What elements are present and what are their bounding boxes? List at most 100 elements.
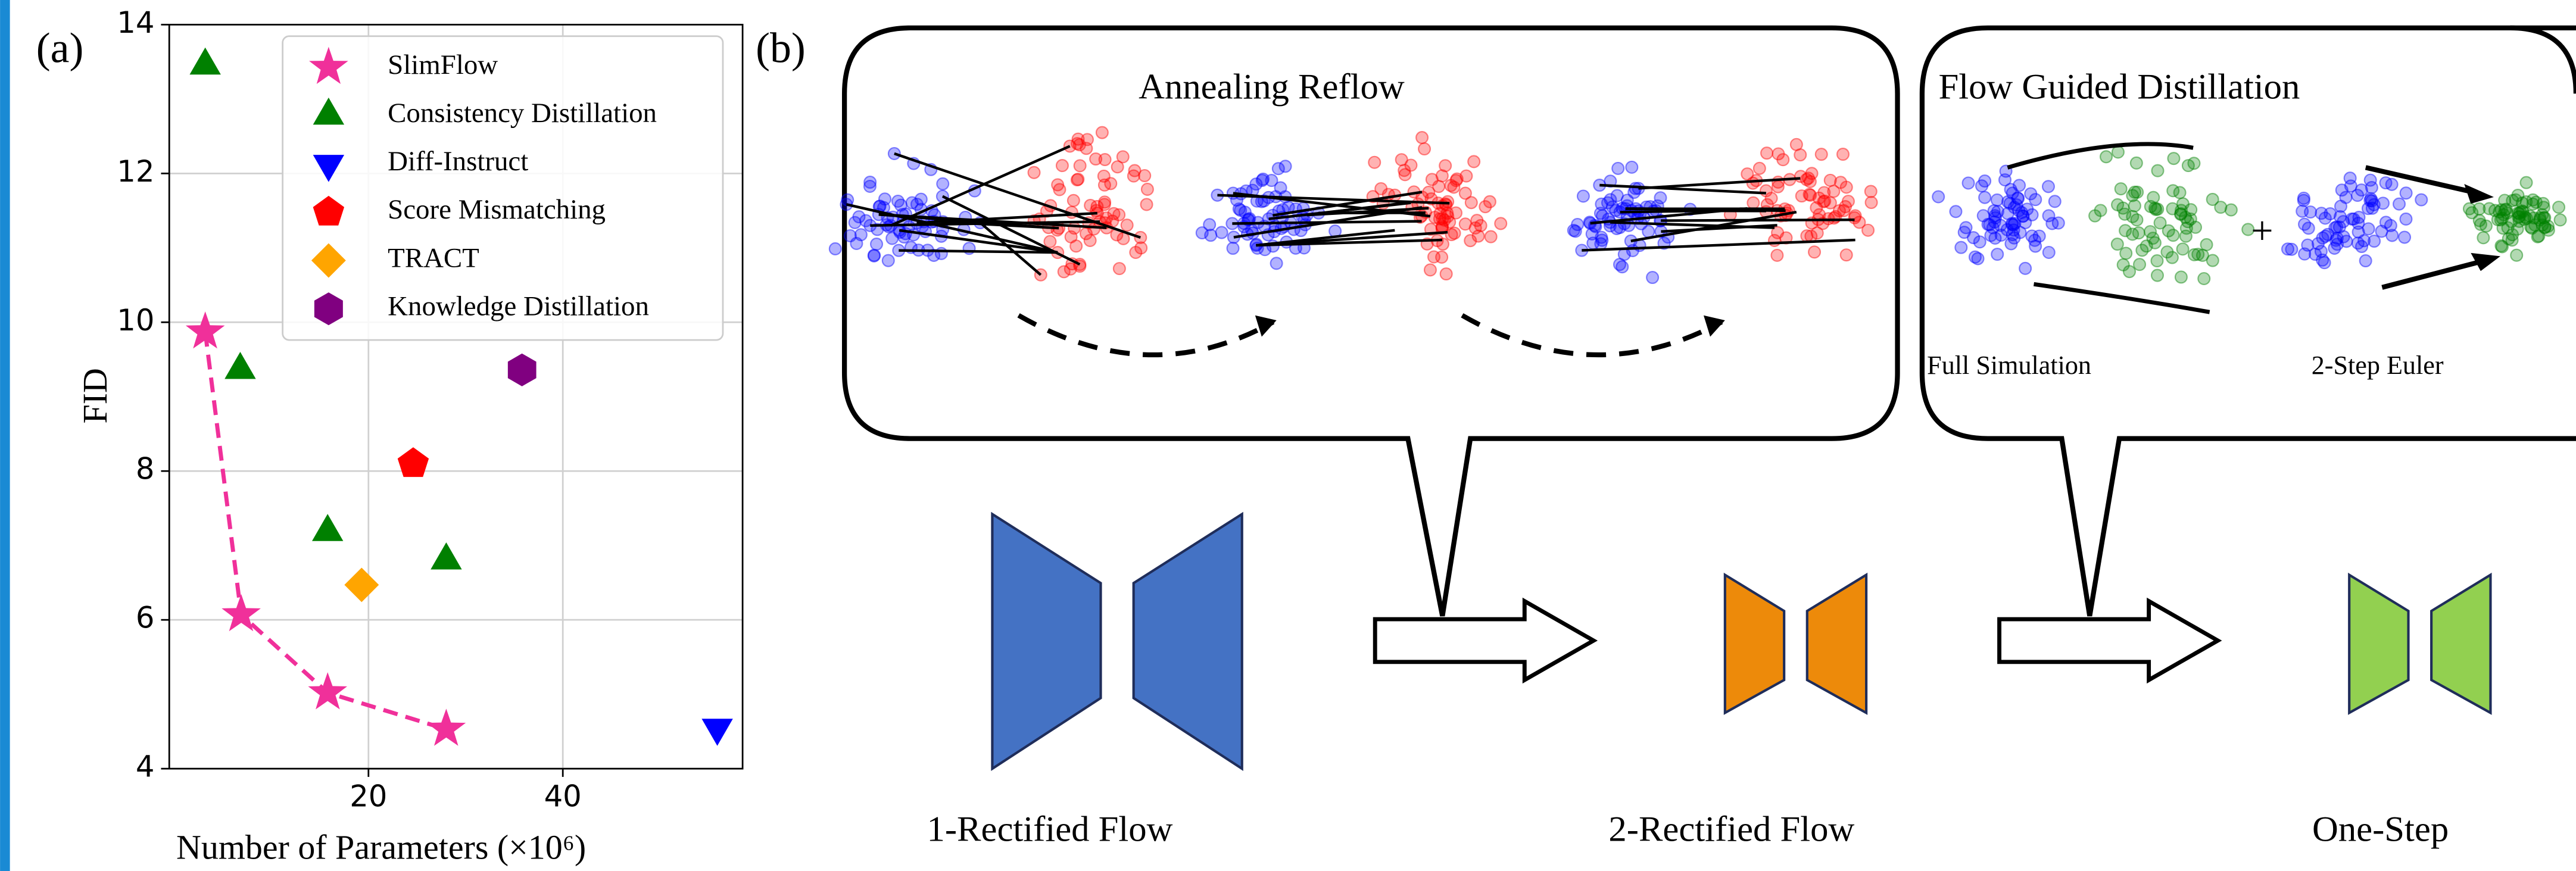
illustration-dot	[2053, 217, 2064, 229]
illustration-dot	[1475, 220, 1487, 232]
illustration-dot	[1773, 148, 1785, 160]
illustration-dot	[1056, 160, 1068, 171]
illustration-dot	[2366, 182, 2378, 193]
illustration-dot	[1932, 191, 1944, 203]
data-point	[189, 48, 220, 75]
illustration-dot	[2042, 180, 2054, 192]
stage-label: One-Step	[2312, 810, 2449, 850]
illustration-dot	[2049, 195, 2061, 207]
illustration-dot	[886, 233, 898, 245]
illustration-dot	[864, 176, 876, 188]
illustration-dot	[2112, 238, 2123, 250]
illustration-dot	[1105, 177, 1117, 189]
stage-label: 2-Rectified Flow	[1608, 810, 1854, 850]
illustration-dot	[1203, 218, 1215, 230]
illustration-dot	[1436, 170, 1448, 182]
illustration-dot	[1368, 157, 1380, 168]
illustration-dot	[1271, 257, 1283, 269]
illustration-dot	[1141, 199, 1153, 211]
illustration-dot	[1468, 156, 1480, 168]
illustration-dot	[1766, 192, 1777, 204]
illustration-dot	[2168, 152, 2179, 164]
y-tick-label: 12	[117, 154, 154, 189]
illustration-dot	[2521, 177, 2533, 189]
illustration-dot	[1216, 227, 1228, 239]
y-tick-label: 14	[117, 5, 154, 40]
illustration-dot	[1459, 218, 1471, 230]
illustration-dot	[2400, 213, 2412, 225]
illustration-dot	[1484, 196, 1496, 208]
illustration-dot	[2043, 246, 2055, 258]
illustration-dot	[1114, 263, 1125, 274]
network-block	[2349, 575, 2408, 713]
illustration-dot	[1950, 205, 1962, 217]
illustration-dot	[2131, 214, 2143, 226]
illustration-dot	[892, 195, 904, 207]
illustration-dot	[1761, 147, 1773, 159]
illustration-dot	[1090, 153, 1102, 165]
illustration-dot	[2415, 194, 2427, 206]
illustration-dot	[1978, 210, 1989, 221]
illustration-dot	[2147, 232, 2159, 244]
illustration-dot	[1979, 192, 1991, 204]
legend-label: TRACT	[388, 242, 479, 273]
illustration-dot	[2019, 263, 2031, 274]
illustration-dot	[1442, 196, 1454, 208]
illustration-dot	[2517, 206, 2529, 218]
illustration-dot	[1612, 163, 1624, 174]
illustration-dot	[1958, 226, 1970, 238]
illustration-dot	[1436, 251, 1448, 263]
illustration-dot	[2188, 157, 2200, 169]
illustration-dot	[1795, 170, 1807, 182]
illustration-dot	[1791, 139, 1802, 151]
illustration-dot	[2553, 201, 2565, 213]
illustration-dot	[1464, 235, 1476, 246]
y-tick-label: 10	[117, 303, 154, 338]
illustration-dot	[2393, 198, 2405, 210]
illustration-dot	[2177, 243, 2189, 255]
y-tick-label: 8	[136, 452, 155, 486]
illustration-dot	[871, 238, 882, 250]
illustration-dot	[1096, 127, 1108, 139]
illustration-dot	[2123, 266, 2135, 277]
illustration-dot	[2166, 252, 2178, 264]
illustration-dot	[2340, 192, 2352, 204]
illustration-dot	[2324, 208, 2336, 220]
illustration-dot	[1227, 242, 1239, 254]
illustration-dot	[1044, 236, 1056, 248]
illustration-dot	[1862, 224, 1874, 236]
data-point	[508, 354, 537, 386]
illustration-dot	[1989, 216, 2001, 228]
illustration-dot	[2362, 202, 2374, 214]
box-title: Flow Guided Distillation	[1938, 67, 2300, 107]
illustration-dot	[2019, 217, 2031, 229]
illustration-dot	[1991, 194, 2003, 206]
illustration-dot	[1139, 170, 1150, 182]
illustration-dot	[1113, 209, 1125, 221]
illustration-dot	[2502, 207, 2513, 219]
illustration-dot	[1117, 151, 1129, 163]
illustration-dot	[1810, 202, 1822, 214]
illustration-dot	[2112, 199, 2123, 211]
illustration-dot	[1121, 219, 1133, 231]
illustration-dot	[1841, 182, 1853, 193]
plot-area: 4681012142040SlimFlowConsistency Distill…	[117, 5, 743, 813]
illustration-dot	[1976, 180, 1988, 192]
illustration-dot	[1273, 163, 1284, 174]
illustration-dot	[882, 255, 894, 267]
illustration-dot	[1465, 196, 1477, 208]
panel-label: (b)	[756, 24, 806, 72]
illustration-dot	[1772, 181, 1784, 193]
legend-label: SlimFlow	[388, 49, 498, 80]
illustration-dot	[2129, 200, 2141, 212]
figure: (a) (b) Number of Parameters (×10⁶) FID …	[0, 0, 2576, 871]
illustration-dot	[1595, 238, 1607, 250]
illustration-dot	[1568, 224, 1580, 236]
illustration-dot	[1429, 211, 1441, 223]
network-block	[1725, 575, 1784, 713]
illustration-dot	[2474, 203, 2485, 215]
illustration-dot	[2477, 232, 2489, 243]
illustration-dot	[2133, 227, 2145, 239]
legend-label: Diff-Instruct	[388, 146, 528, 177]
illustration-dot	[2100, 151, 2112, 163]
